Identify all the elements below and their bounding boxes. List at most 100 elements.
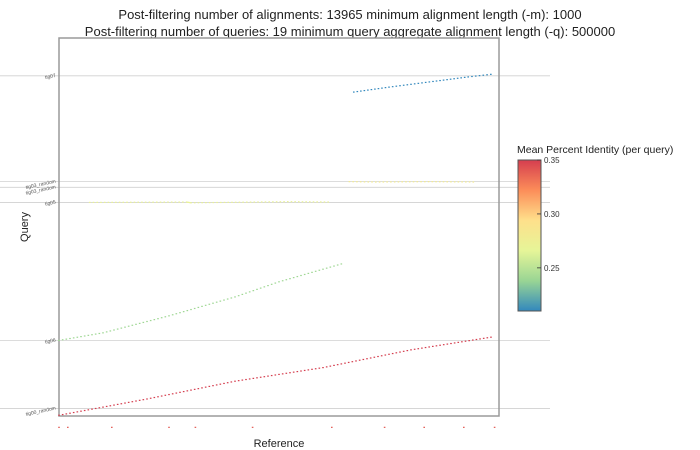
alignment-point (87, 334, 90, 336)
alignment-point (122, 201, 125, 203)
alignment-point (105, 405, 108, 408)
alignment-point (226, 382, 229, 384)
alignment-point (340, 263, 343, 265)
alignment-point (193, 202, 196, 204)
alignment-point (208, 303, 211, 305)
chart-title-line-1: Post-filtering number of alignments: 139… (118, 7, 581, 22)
alignment-point (314, 368, 317, 370)
alignment-point (391, 352, 394, 355)
alignment-point (259, 376, 262, 378)
alignment-point (141, 201, 143, 203)
alignment-point (329, 266, 332, 268)
alignment-point (325, 267, 328, 269)
alignment-point (185, 201, 188, 203)
alignment-point (307, 369, 310, 371)
alignment-point (190, 308, 192, 311)
alignment-point (289, 372, 291, 374)
query-tick-label: tig05 (45, 199, 57, 207)
alignment-point (157, 318, 159, 320)
alignment-point (256, 377, 258, 379)
alignment-point (190, 202, 192, 204)
alignment-point (453, 78, 455, 80)
alignment-point (316, 201, 318, 203)
series-tig03_random (348, 181, 475, 183)
legend-tick-label: 0.30 (544, 210, 560, 219)
alignment-point (301, 201, 304, 203)
alignment-point (292, 277, 295, 279)
alignment-point (182, 311, 185, 313)
alignment-point (178, 201, 180, 203)
alignment-point (168, 426, 170, 428)
alignment-point (278, 373, 280, 376)
alignment-point (442, 344, 445, 346)
alignment-point (87, 409, 90, 411)
alignment-point (289, 278, 291, 280)
alignment-point (363, 89, 366, 92)
series-tig06 (58, 336, 492, 416)
alignment-point (464, 340, 467, 342)
series-tig05 (89, 201, 329, 204)
alignment-point (193, 388, 196, 390)
alignment-point (331, 426, 333, 428)
alignment-point (105, 331, 108, 333)
alignment-point (408, 181, 411, 183)
alignment-point (362, 358, 365, 361)
alignment-point (148, 201, 151, 203)
alignment-point (201, 202, 203, 204)
alignment-point (223, 299, 225, 301)
alignment-point (467, 76, 469, 78)
alignment-point (267, 284, 269, 287)
alignment-point (296, 275, 299, 278)
alignment-point (268, 201, 270, 203)
alignment-point (238, 201, 241, 203)
plot-panel-border (58, 37, 500, 417)
alignment-point (197, 202, 200, 204)
alignment-point (249, 201, 252, 203)
alignment-point (278, 281, 280, 283)
alignment-point (98, 332, 101, 335)
alignment-point (72, 411, 75, 414)
alignment-point (116, 328, 119, 330)
alignment-point (137, 201, 139, 203)
alignment-point (65, 338, 68, 340)
alignment-point (442, 79, 445, 81)
alignment-point (260, 201, 263, 203)
alignment-point (182, 201, 184, 203)
alignment-point (468, 181, 471, 183)
alignment-point (406, 84, 409, 86)
alignment-point (475, 338, 478, 341)
alignment-point (424, 346, 427, 349)
color-legend: Mean Percent Identity (per query) 0.350.… (517, 144, 673, 312)
alignment-point (219, 201, 222, 204)
alignment-point (182, 390, 185, 393)
alignment-point (325, 366, 328, 368)
alignment-point (120, 403, 123, 405)
alignment-point (384, 87, 387, 89)
alignment-point (135, 323, 137, 325)
alignment-point (72, 337, 75, 339)
alignment-point (230, 297, 233, 299)
alignment-point (127, 325, 130, 327)
alignment-point (80, 410, 82, 412)
alignment-point (248, 378, 251, 380)
alignment-point (129, 201, 132, 203)
alignment-points (58, 73, 496, 428)
alignment-point (241, 379, 244, 381)
alignment-point (294, 201, 296, 203)
alignment-point (231, 201, 233, 203)
alignment-point (133, 201, 136, 203)
alignment-point (303, 369, 306, 372)
alignment-point (298, 201, 300, 203)
alignment-point (160, 317, 163, 319)
alignment-point (371, 181, 373, 183)
alignment-point (190, 389, 192, 391)
alignment-point (397, 181, 400, 183)
alignment-point (435, 345, 438, 347)
alignment-point (468, 340, 470, 342)
alignment-point (175, 313, 178, 315)
alignment-point (340, 363, 343, 365)
alignment-point (378, 181, 381, 183)
legend-tick-label: 0.25 (544, 264, 560, 273)
alignment-point (336, 364, 339, 366)
alignment-point (393, 181, 396, 183)
